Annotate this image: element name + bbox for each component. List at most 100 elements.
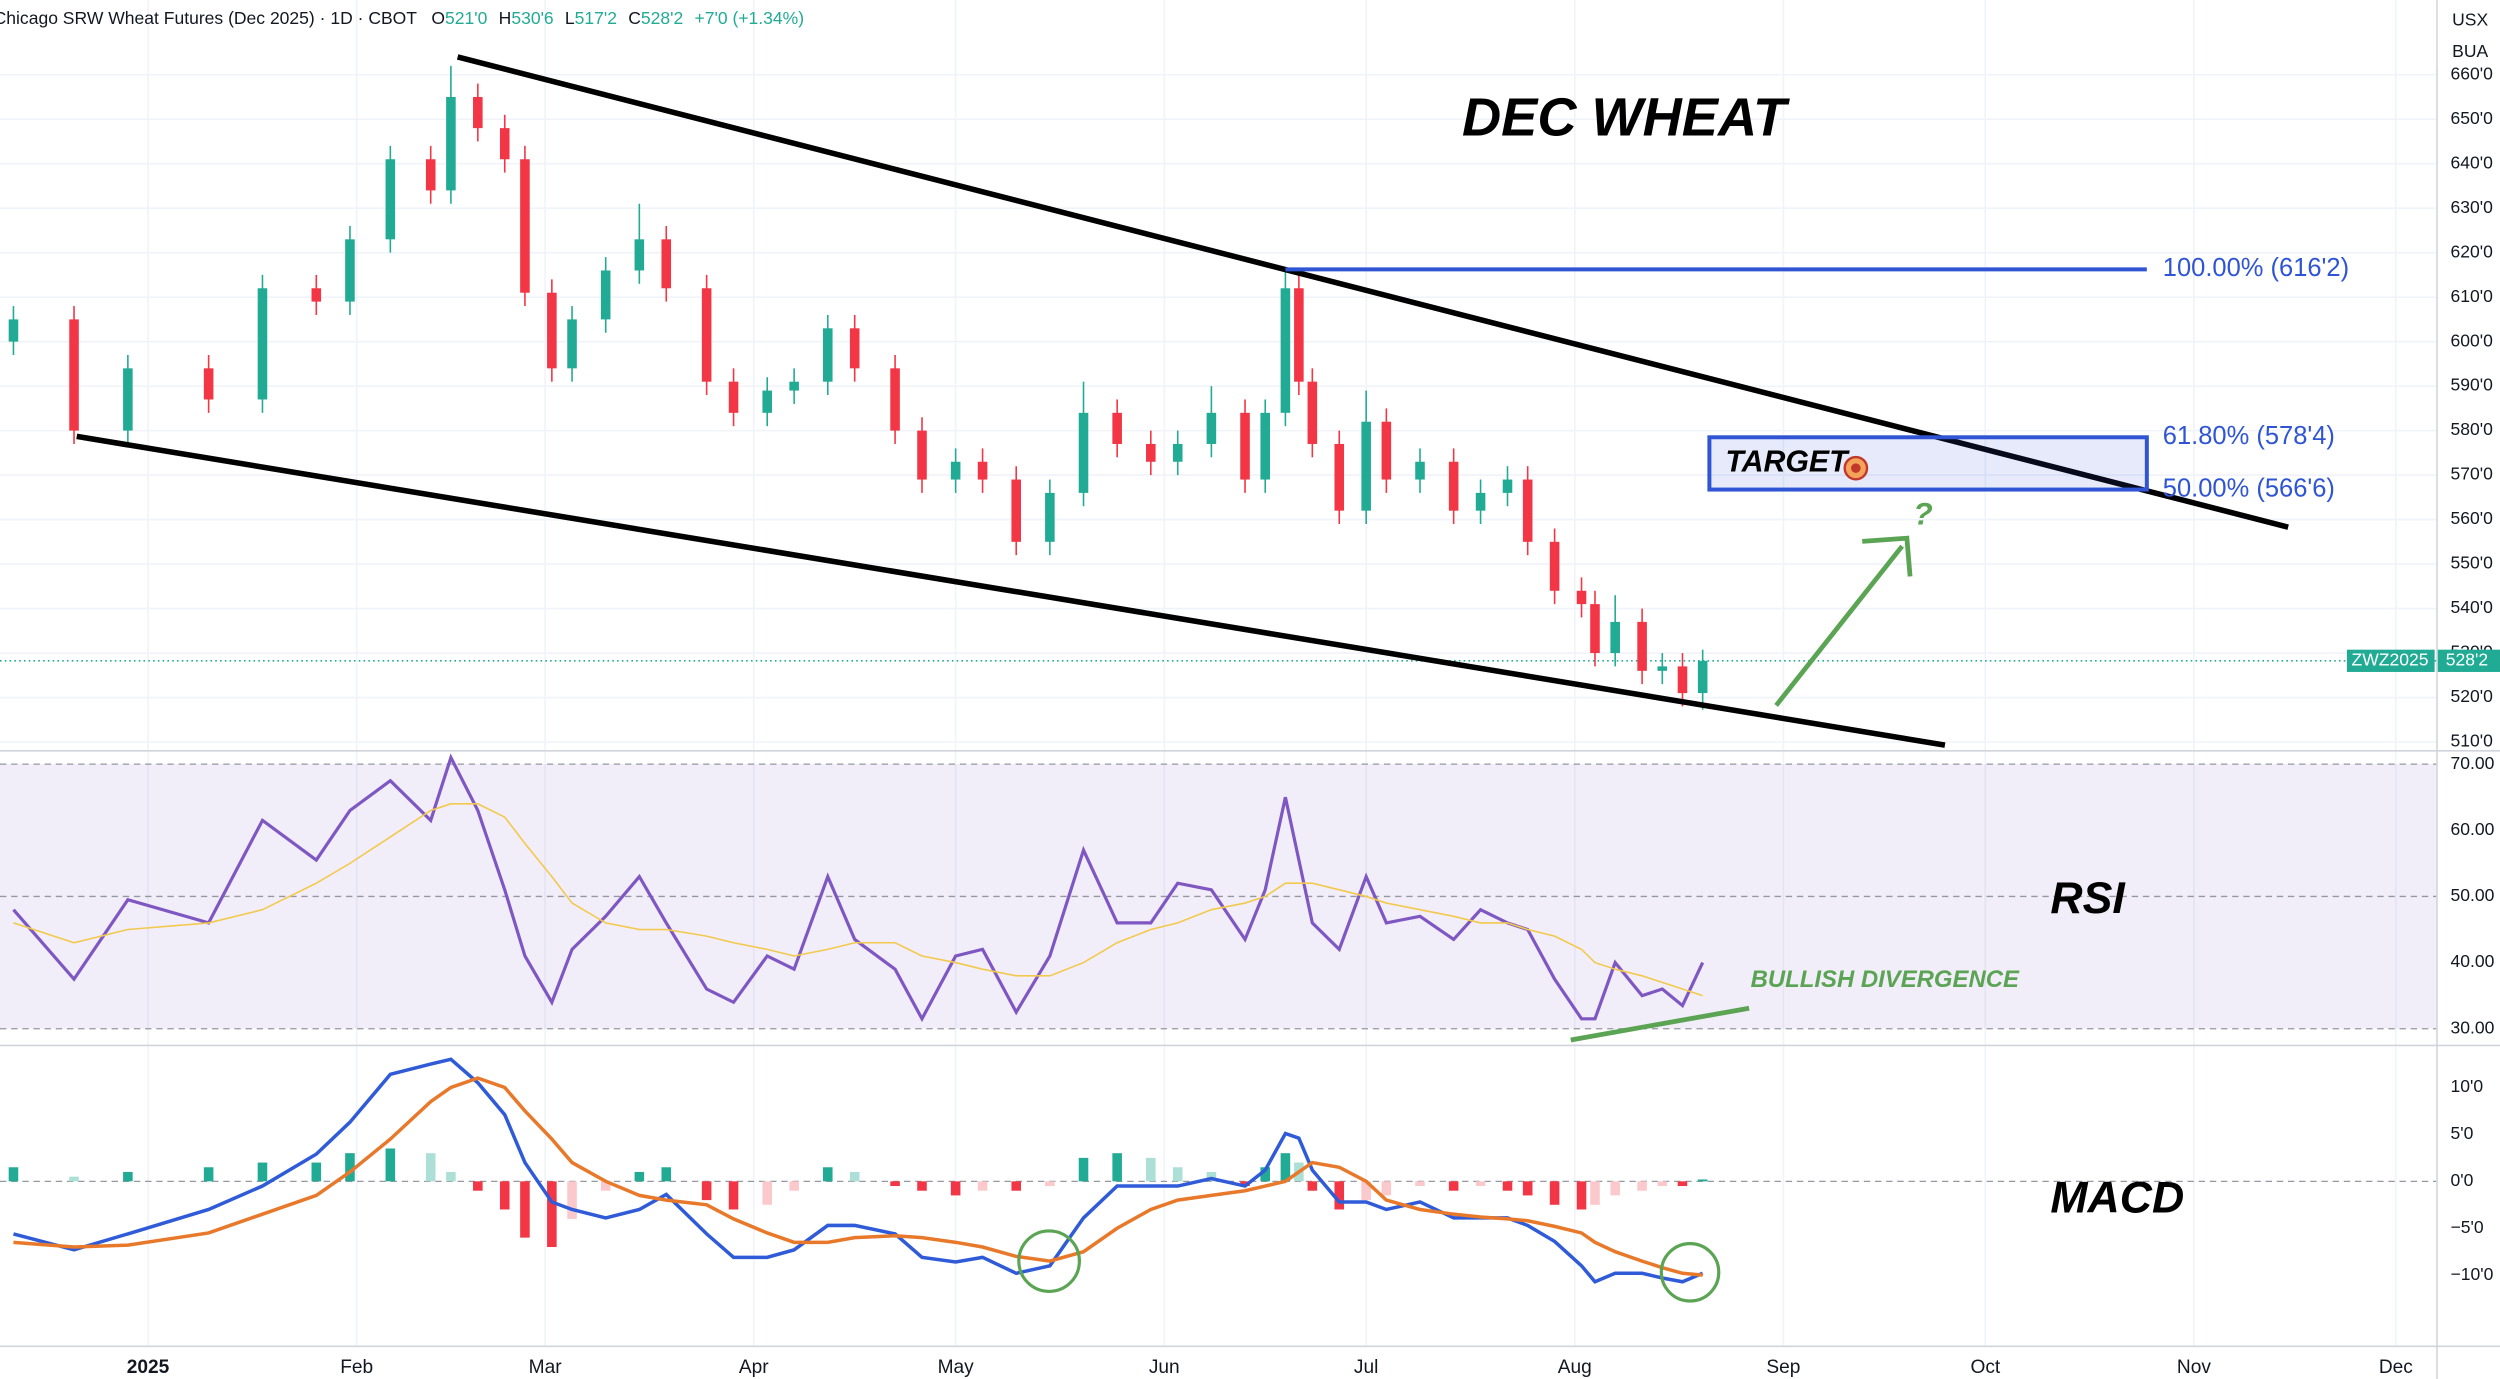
y-tick-label: 640'0 bbox=[2451, 152, 2494, 172]
histogram-bar bbox=[1549, 1181, 1560, 1205]
histogram-bar bbox=[123, 1171, 133, 1182]
highlight-circle bbox=[1017, 1229, 1081, 1294]
histogram-bar bbox=[822, 1167, 833, 1182]
histogram-bar bbox=[1448, 1181, 1459, 1191]
header: Chicago SRW Wheat Futures (Dec 2025) · 1… bbox=[0, 8, 804, 28]
target-icon bbox=[1851, 463, 1861, 473]
candle-body bbox=[1610, 621, 1620, 654]
y-tick-label: 560'0 bbox=[2451, 508, 2494, 528]
candle-body bbox=[1637, 621, 1647, 671]
x-tick-label: Feb bbox=[340, 1357, 373, 1378]
y-tick-label: 510'0 bbox=[2451, 731, 2494, 751]
fib-label: 50.00% (566'6) bbox=[2163, 474, 2335, 502]
unit: BUA bbox=[2452, 41, 2488, 61]
histogram-bar bbox=[1590, 1181, 1600, 1205]
y-tick-label: 520'0 bbox=[2451, 686, 2494, 706]
candle-body bbox=[600, 270, 611, 320]
histogram-bar bbox=[1307, 1181, 1318, 1191]
candle-body bbox=[345, 239, 355, 302]
target-box bbox=[1707, 435, 2149, 492]
histogram-bar bbox=[789, 1181, 799, 1191]
histogram-bar bbox=[1172, 1167, 1183, 1182]
histogram-bar bbox=[950, 1181, 961, 1196]
y-tick-label: 650'0 bbox=[2451, 108, 2494, 128]
candle-body bbox=[977, 461, 988, 480]
y-tick-label: 60.00 bbox=[2451, 819, 2495, 839]
currency: USX bbox=[2452, 9, 2488, 29]
x-tick-label: Aug bbox=[1558, 1357, 1592, 1378]
histogram-bar bbox=[1078, 1157, 1089, 1182]
ohlc-label: C bbox=[628, 8, 641, 28]
rsi-line bbox=[13, 803, 1703, 997]
candle-body bbox=[1334, 443, 1345, 511]
histogram-bar bbox=[917, 1181, 927, 1191]
y-tick-label: 50.00 bbox=[2451, 885, 2495, 905]
candle-body bbox=[1280, 288, 1291, 413]
histogram-bar bbox=[1415, 1181, 1425, 1187]
histogram-bar bbox=[567, 1181, 577, 1219]
histogram-bar bbox=[1475, 1181, 1486, 1187]
rsi-line bbox=[12, 753, 1705, 1023]
candle-body bbox=[762, 390, 772, 413]
x-tick-label: Apr bbox=[739, 1357, 769, 1378]
candle-body bbox=[634, 239, 645, 271]
candle-body bbox=[499, 128, 510, 160]
histogram-bar bbox=[1206, 1171, 1217, 1182]
histogram-bar bbox=[446, 1171, 456, 1182]
question-mark: ? bbox=[1913, 495, 1932, 531]
histogram-bar bbox=[1677, 1181, 1688, 1187]
histogram-bar bbox=[1146, 1157, 1156, 1182]
candle-body bbox=[8, 319, 19, 342]
candle-body bbox=[1294, 288, 1304, 382]
axis-header-bg bbox=[2437, 0, 2500, 67]
candle-body bbox=[1206, 412, 1217, 444]
y-tick-label: 540'0 bbox=[2451, 597, 2494, 617]
candle-body bbox=[701, 288, 712, 382]
candle-body bbox=[1260, 412, 1271, 480]
candle-body bbox=[1045, 492, 1055, 542]
candle-body bbox=[789, 381, 799, 391]
ohlc-label: O bbox=[431, 8, 445, 28]
candle-body bbox=[69, 319, 79, 431]
candle-body bbox=[203, 368, 214, 400]
y-tick-label: 30.00 bbox=[2451, 1017, 2495, 1037]
x-tick-label: Sep bbox=[1766, 1357, 1800, 1378]
pane-title: MACD bbox=[2050, 1173, 2184, 1222]
candle-body bbox=[1172, 443, 1183, 462]
candle-body bbox=[1146, 443, 1156, 462]
y-tick-label: 610'0 bbox=[2451, 286, 2494, 306]
y-tick-label: 40.00 bbox=[2451, 951, 2495, 971]
histogram-bar bbox=[473, 1181, 483, 1191]
y-tick-label: 570'0 bbox=[2451, 464, 2494, 484]
change: +7'0 (+1.34%) bbox=[695, 8, 805, 28]
histogram-bar bbox=[1502, 1181, 1513, 1191]
candle-body bbox=[661, 239, 672, 289]
ohlc-value: 530'6 bbox=[511, 8, 553, 28]
y-tick-label: 590'0 bbox=[2451, 375, 2494, 395]
y-tick-label: 550'0 bbox=[2451, 553, 2494, 573]
histogram-bar bbox=[634, 1171, 645, 1182]
candle-body bbox=[849, 328, 860, 369]
histogram-bar bbox=[1011, 1181, 1021, 1191]
x-tick-label: Jun bbox=[1149, 1357, 1180, 1378]
histogram-bar bbox=[1260, 1167, 1271, 1182]
y-tick-label: 70.00 bbox=[2451, 753, 2495, 773]
candle-body bbox=[950, 461, 961, 480]
candle-body bbox=[1475, 492, 1486, 511]
candle-body bbox=[1011, 479, 1021, 542]
y-tick-label: 10'0 bbox=[2451, 1076, 2484, 1096]
candle-body bbox=[1415, 461, 1425, 480]
candle-body bbox=[567, 319, 577, 369]
histogram-bar bbox=[499, 1181, 510, 1210]
highlight-circle bbox=[1659, 1242, 1721, 1303]
histogram-bar bbox=[385, 1148, 396, 1182]
candle-body bbox=[311, 288, 322, 302]
candle-body bbox=[520, 159, 530, 293]
chart-title: DEC WHEAT bbox=[1462, 87, 1790, 147]
divergence-line bbox=[1570, 1005, 1750, 1043]
last-price-label: 528'2 bbox=[2446, 649, 2488, 669]
histogram-bar bbox=[311, 1162, 322, 1182]
histogram-bar bbox=[728, 1181, 739, 1210]
ohlc-value: 528'2 bbox=[641, 8, 683, 28]
